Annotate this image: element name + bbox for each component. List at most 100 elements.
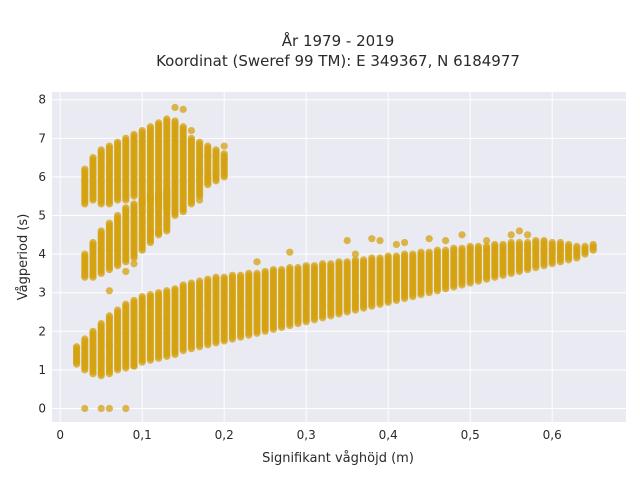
data-point xyxy=(540,237,548,245)
data-point xyxy=(589,240,597,249)
data-point xyxy=(351,250,359,258)
data-point xyxy=(220,273,228,281)
data-point xyxy=(179,281,187,289)
data-point xyxy=(73,343,81,351)
data-point xyxy=(269,265,277,274)
data-point xyxy=(368,254,376,262)
chart-title: År 1979 - 2019 xyxy=(282,31,395,50)
data-point xyxy=(507,238,515,247)
data-point xyxy=(187,279,195,287)
data-point xyxy=(532,237,540,245)
data-point xyxy=(212,273,220,281)
data-point xyxy=(581,242,589,250)
data-point xyxy=(97,227,105,235)
data-point xyxy=(97,319,105,328)
data-point xyxy=(187,134,195,142)
data-point xyxy=(286,264,294,272)
data-point xyxy=(401,238,409,247)
x-tick-label: 0,2 xyxy=(215,428,234,442)
data-point xyxy=(483,242,491,250)
data-point xyxy=(417,248,425,256)
data-point xyxy=(310,262,318,270)
data-point xyxy=(524,231,532,239)
data-point xyxy=(97,404,105,413)
data-point xyxy=(122,404,130,413)
data-point xyxy=(122,300,130,308)
data-point xyxy=(515,227,524,235)
data-point xyxy=(556,238,565,247)
data-point xyxy=(343,258,351,266)
data-point xyxy=(122,204,130,212)
data-point xyxy=(458,231,466,239)
data-point xyxy=(196,169,204,177)
data-point xyxy=(491,240,499,249)
data-point xyxy=(171,285,179,293)
y-tick-label: 6 xyxy=(38,170,46,184)
data-point xyxy=(450,244,458,252)
data-point xyxy=(343,237,351,245)
data-point xyxy=(261,267,269,276)
data-point xyxy=(196,138,204,146)
data-point xyxy=(171,117,179,125)
data-point xyxy=(105,219,113,227)
data-point xyxy=(425,235,433,243)
data-point xyxy=(507,231,515,239)
data-point xyxy=(171,103,179,112)
data-point xyxy=(425,248,433,256)
y-tick-label: 2 xyxy=(38,324,46,338)
data-point xyxy=(351,256,359,264)
data-points xyxy=(73,103,597,413)
data-point xyxy=(335,258,343,266)
data-point xyxy=(146,123,154,131)
data-point xyxy=(81,404,89,413)
data-point xyxy=(245,269,253,277)
data-point xyxy=(196,277,204,285)
data-point xyxy=(384,252,392,260)
data-point xyxy=(237,271,245,279)
data-point xyxy=(187,127,195,135)
x-axis-label: Signifikant våghöjd (m) xyxy=(262,451,414,466)
data-point xyxy=(360,256,368,264)
data-point xyxy=(97,146,105,154)
data-point xyxy=(474,242,482,250)
data-point xyxy=(89,327,97,335)
y-tick-label: 0 xyxy=(38,401,46,415)
data-point xyxy=(458,244,466,252)
y-axis-label: Vågperiod (s) xyxy=(16,214,31,301)
data-point xyxy=(573,242,581,250)
data-point xyxy=(204,275,212,283)
data-point xyxy=(81,250,89,258)
data-point xyxy=(155,119,163,127)
data-point xyxy=(409,250,417,258)
data-point xyxy=(524,238,532,247)
data-point xyxy=(114,138,122,146)
data-point xyxy=(179,123,187,131)
data-point xyxy=(130,362,138,370)
x-axis-ticks: 0 0,1 0,2 0,3 0,4 0,5 0,6 xyxy=(56,428,561,442)
data-point xyxy=(138,292,146,301)
y-tick-label: 3 xyxy=(38,286,46,300)
data-point xyxy=(442,246,450,254)
data-point xyxy=(105,142,113,150)
data-point xyxy=(466,242,474,250)
data-point xyxy=(253,269,261,277)
data-point xyxy=(368,235,376,243)
data-point xyxy=(294,264,302,272)
data-point xyxy=(278,265,286,274)
data-point xyxy=(327,260,335,268)
data-point xyxy=(89,154,97,162)
data-point xyxy=(204,142,212,150)
data-point xyxy=(392,252,400,260)
data-point xyxy=(138,127,146,135)
data-point xyxy=(548,238,556,247)
data-point xyxy=(122,134,130,142)
data-point xyxy=(81,165,89,173)
data-point xyxy=(442,237,450,245)
data-point xyxy=(483,237,491,245)
data-point xyxy=(401,250,409,258)
data-point xyxy=(515,238,524,247)
data-point xyxy=(392,240,400,249)
data-point xyxy=(499,240,507,249)
data-point xyxy=(114,211,122,220)
x-tick-label: 0,1 xyxy=(133,428,152,442)
